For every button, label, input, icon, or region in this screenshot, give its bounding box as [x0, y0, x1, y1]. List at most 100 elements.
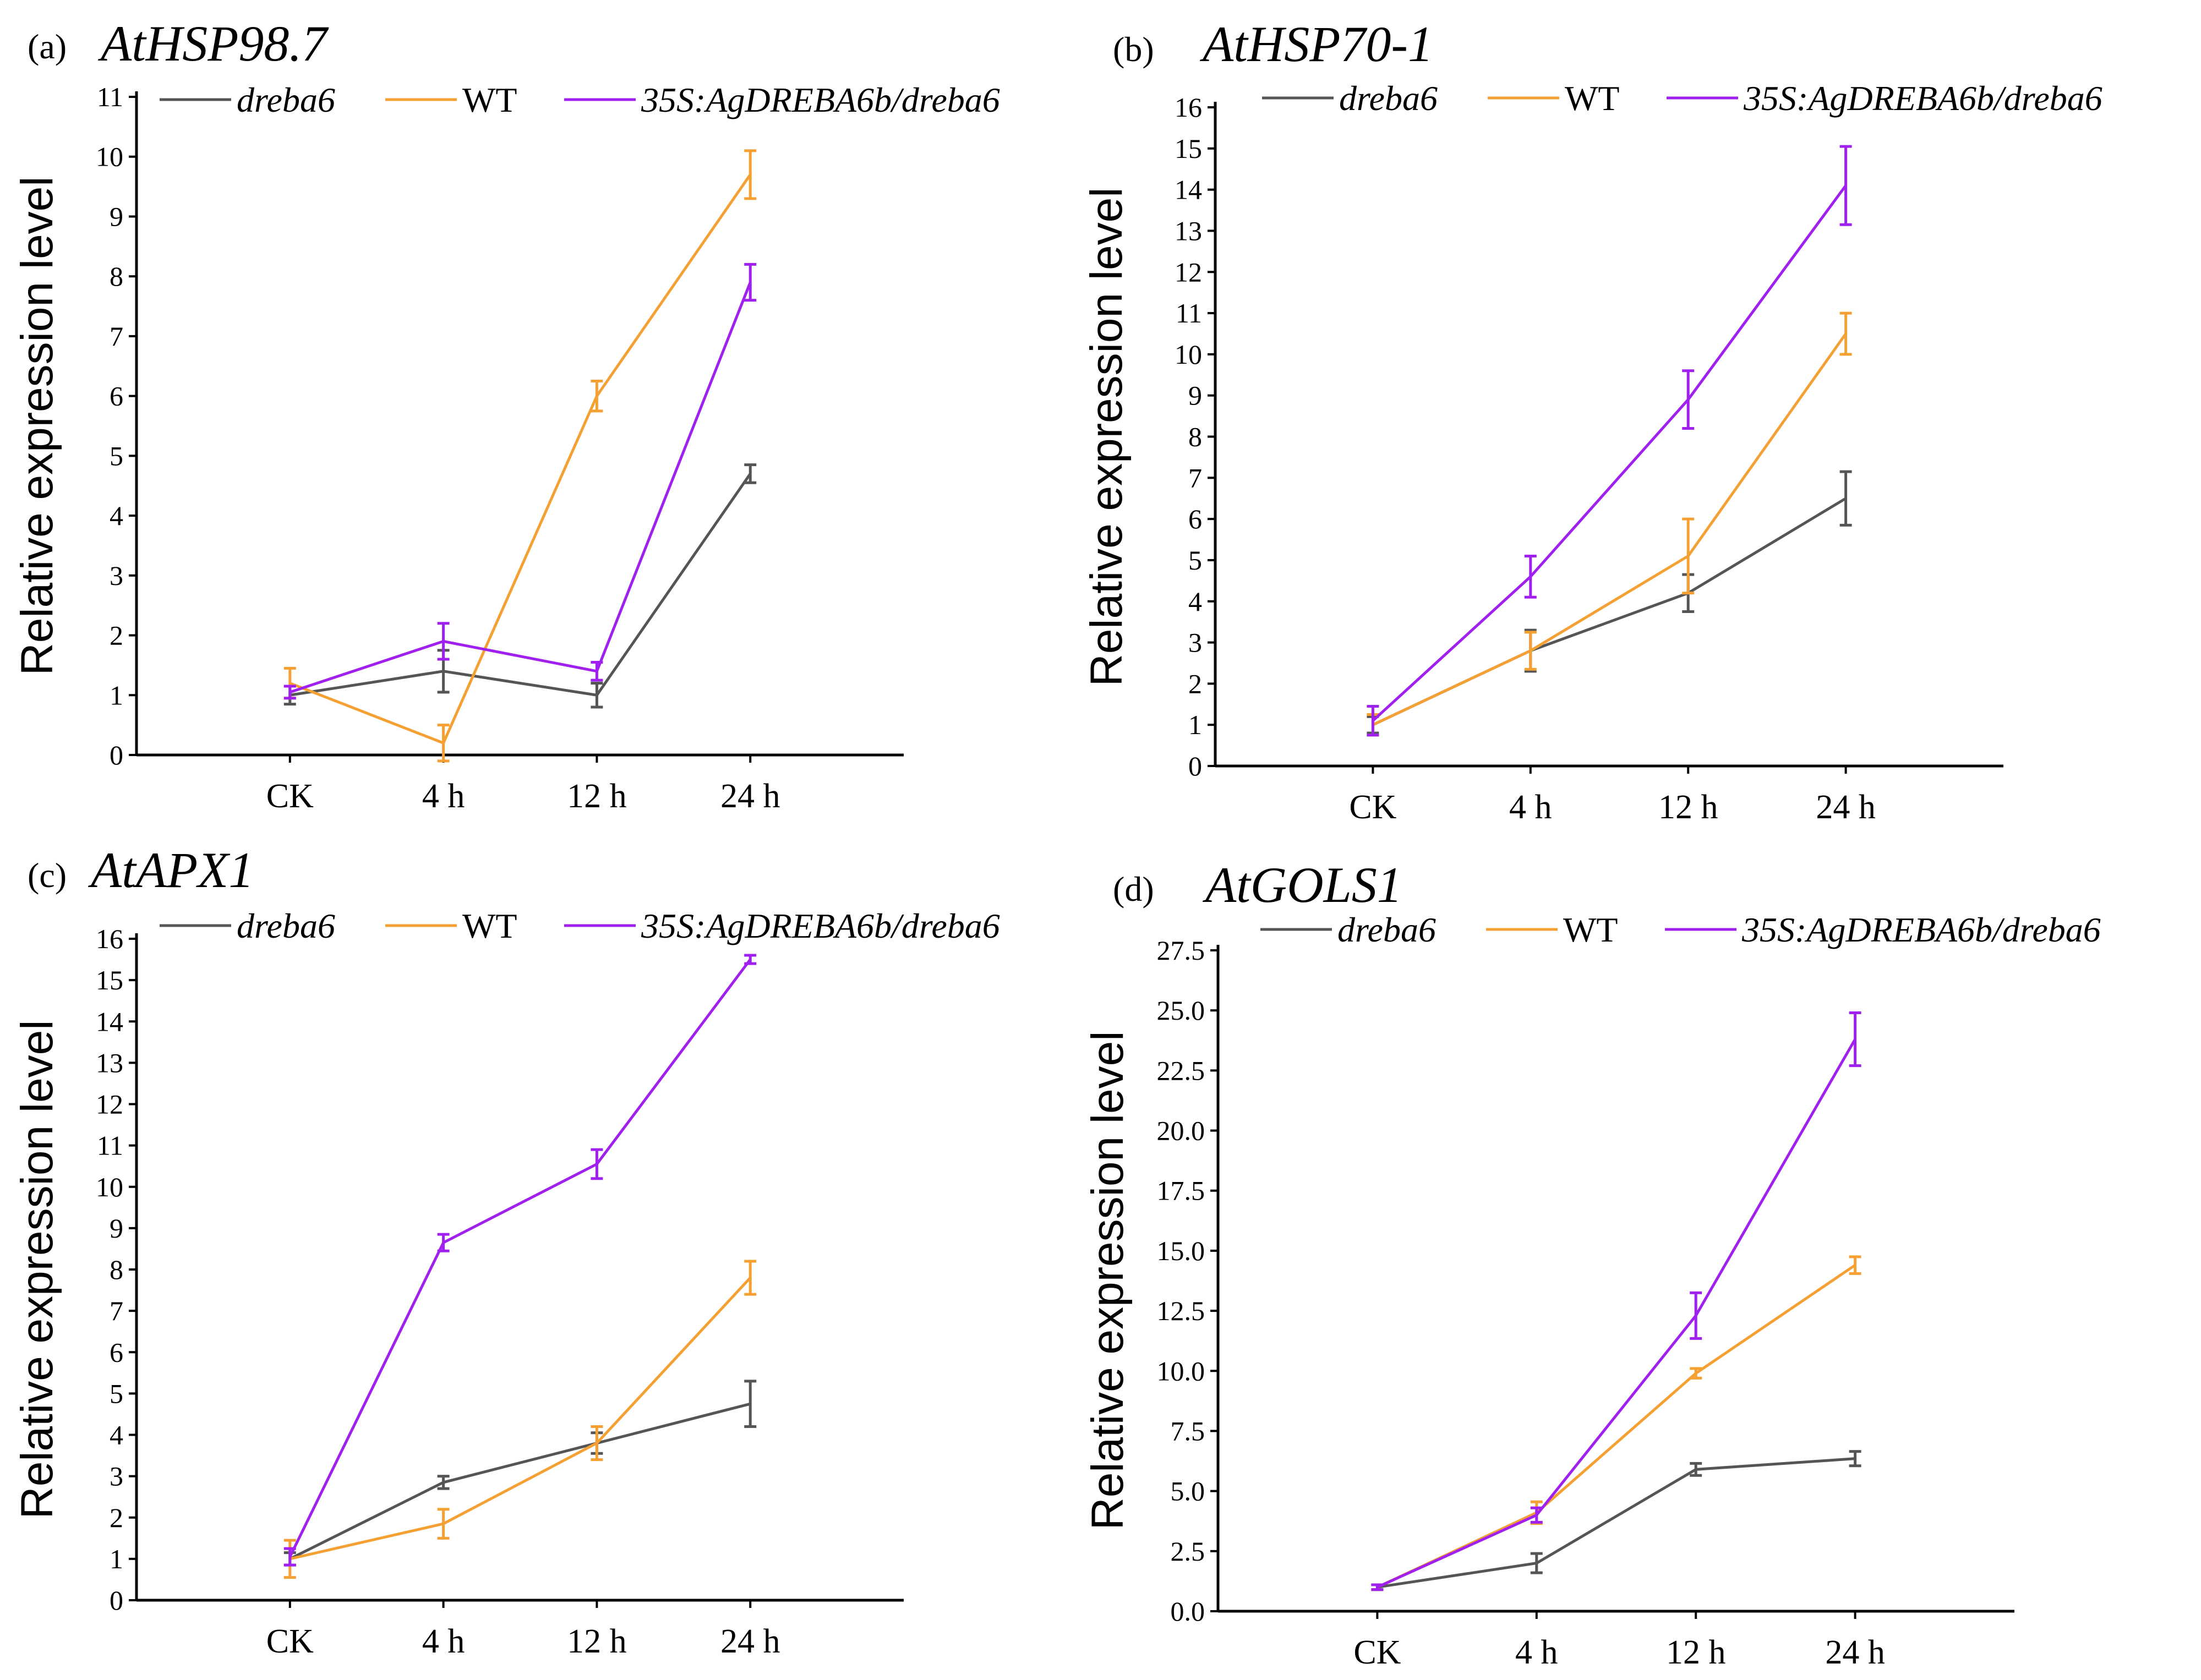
data-point — [443, 670, 444, 672]
data-point — [1845, 333, 1847, 335]
legend-label: dreba6 — [1337, 910, 1436, 949]
data-point — [289, 1556, 291, 1558]
x-tick-label: 12 h — [1666, 1634, 1726, 1671]
y-tick-label: 9 — [1188, 380, 1202, 411]
y-tick-label: 13 — [1175, 215, 1202, 246]
y-tick-label: 6 — [110, 381, 123, 412]
y-tick-label: 6 — [110, 1337, 123, 1367]
y-tick-label: 17.5 — [1157, 1175, 1205, 1206]
data-point — [750, 959, 751, 960]
y-tick-label: 2 — [1188, 668, 1202, 699]
data-point — [596, 694, 598, 696]
data-point — [1687, 399, 1689, 401]
y-tick-label: 9 — [110, 1213, 123, 1244]
legend-label: WT — [1565, 79, 1620, 118]
x-tick-label: 12 h — [567, 1623, 627, 1660]
y-tick-label: 14 — [1175, 174, 1202, 205]
legend-label: 35S:AgDREBA6b/dreba6 — [1741, 910, 2101, 949]
data-point — [1687, 555, 1689, 557]
y-tick-label: 0 — [110, 1585, 123, 1616]
chart-title: AtHSP70-1 — [1199, 16, 1433, 72]
y-tick-label: 0 — [110, 740, 123, 770]
y-tick-label: 15 — [1175, 133, 1202, 164]
y-tick-label: 10.0 — [1157, 1355, 1205, 1386]
y-tick-label: 2.5 — [1171, 1536, 1205, 1567]
data-point — [443, 742, 444, 744]
y-tick-label: 2 — [110, 620, 123, 651]
legend-label: dreba6 — [237, 80, 335, 119]
data-point — [443, 1481, 444, 1483]
data-point — [1854, 1458, 1856, 1459]
legend-label: 35S:AgDREBA6b/dreba6 — [641, 80, 1000, 119]
data-point — [750, 473, 751, 474]
y-tick-label: 1 — [110, 680, 123, 710]
x-tick-label: CK — [1349, 789, 1396, 826]
legend-label: 35S:AgDREBA6b/dreba6 — [641, 906, 1000, 945]
panel-letter: (b) — [1113, 30, 1154, 69]
data-point — [596, 1442, 598, 1444]
legend: dreba6 WT 35S:AgDREBA6b/dreba6 — [1262, 79, 2102, 118]
x-tick-label: CK — [1353, 1634, 1401, 1671]
data-point — [1854, 1038, 1856, 1040]
data-point — [1372, 720, 1374, 721]
panel-letter: (d) — [1113, 869, 1154, 909]
data-point — [1530, 576, 1531, 577]
chart-panel-a: (a) AtHSP98.7 0 1 2 3 4 5 6 7 8 9 10 11 CK 4 h 12 h 24 h R… — [12, 15, 1000, 815]
legend-label: dreba6 — [237, 906, 335, 945]
series-line-35s-agdreba6b-dreba6 — [288, 959, 752, 1558]
chart-panel-d: (d) AtGOLS1 0.0 2.5 5.0 7.5 10.0 12.5 15.0 17.5 20… — [1083, 857, 2101, 1671]
x-tick-label: 12 h — [567, 778, 627, 815]
y-tick-label: 14 — [96, 1006, 123, 1037]
y-tick-label: 13 — [96, 1047, 123, 1078]
x-tick-label: 24 h — [1816, 789, 1876, 826]
y-tick-label: 10 — [96, 1172, 123, 1202]
y-tick-label: 16 — [1175, 92, 1202, 123]
x-tick-label: 24 h — [720, 778, 780, 815]
series-line-wt — [1377, 1264, 1856, 1589]
series-line-wt — [289, 173, 752, 745]
data-point — [443, 1242, 444, 1244]
x-tick-label: 4 h — [422, 1623, 465, 1660]
legend: dreba6 WT 35S:AgDREBA6b/dreba6 — [160, 906, 1000, 945]
data-point — [596, 1163, 598, 1165]
y-tick-label: 7 — [1188, 462, 1202, 493]
y-tick-label: 3 — [110, 1461, 123, 1492]
y-tick-label: 5 — [1188, 545, 1202, 576]
y-tick-label: 11 — [97, 1130, 123, 1161]
data-point — [1854, 1265, 1856, 1266]
y-tick-label: 8 — [110, 261, 123, 292]
data-point — [750, 1403, 751, 1405]
data-point — [1695, 1469, 1697, 1470]
y-tick-label: 8 — [1188, 422, 1202, 452]
x-tick-label: 24 h — [720, 1623, 780, 1660]
y-tick-label: 5 — [110, 440, 123, 471]
y-axis-label: Relative expression level — [12, 176, 62, 675]
series-line-35s-agdreba6b-dreba6 — [1377, 1038, 1856, 1589]
y-tick-label: 25.0 — [1157, 995, 1205, 1026]
y-axis-label: Relative expression level — [1083, 1031, 1133, 1530]
y-tick-label: 6 — [1188, 504, 1202, 534]
y-tick-label: 15 — [96, 965, 123, 995]
legend: dreba6 WT 35S:AgDREBA6b/dreba6 — [1260, 910, 2101, 949]
y-tick-label: 2 — [110, 1502, 123, 1533]
x-tick-label: CK — [266, 778, 314, 815]
y-axis-label: Relative expression level — [12, 1020, 62, 1519]
legend-label: 35S:AgDREBA6b/dreba6 — [1743, 79, 2102, 118]
x-tick-label: 4 h — [1515, 1634, 1558, 1671]
series-line-dreba6 — [290, 473, 752, 697]
data-point — [1695, 1315, 1697, 1316]
data-point — [443, 641, 444, 642]
y-tick-label: 8 — [110, 1254, 123, 1285]
y-tick-label: 5 — [110, 1378, 123, 1409]
x-tick-label: CK — [266, 1623, 314, 1660]
y-tick-label: 10 — [1175, 339, 1202, 370]
y-tick-label: 27.5 — [1157, 935, 1205, 966]
y-tick-label: 3 — [110, 560, 123, 591]
data-point — [1530, 650, 1531, 652]
data-point — [1377, 1586, 1378, 1588]
y-tick-label: 12.5 — [1157, 1295, 1205, 1326]
x-tick-label: 4 h — [1509, 789, 1552, 826]
data-point — [1845, 185, 1847, 187]
